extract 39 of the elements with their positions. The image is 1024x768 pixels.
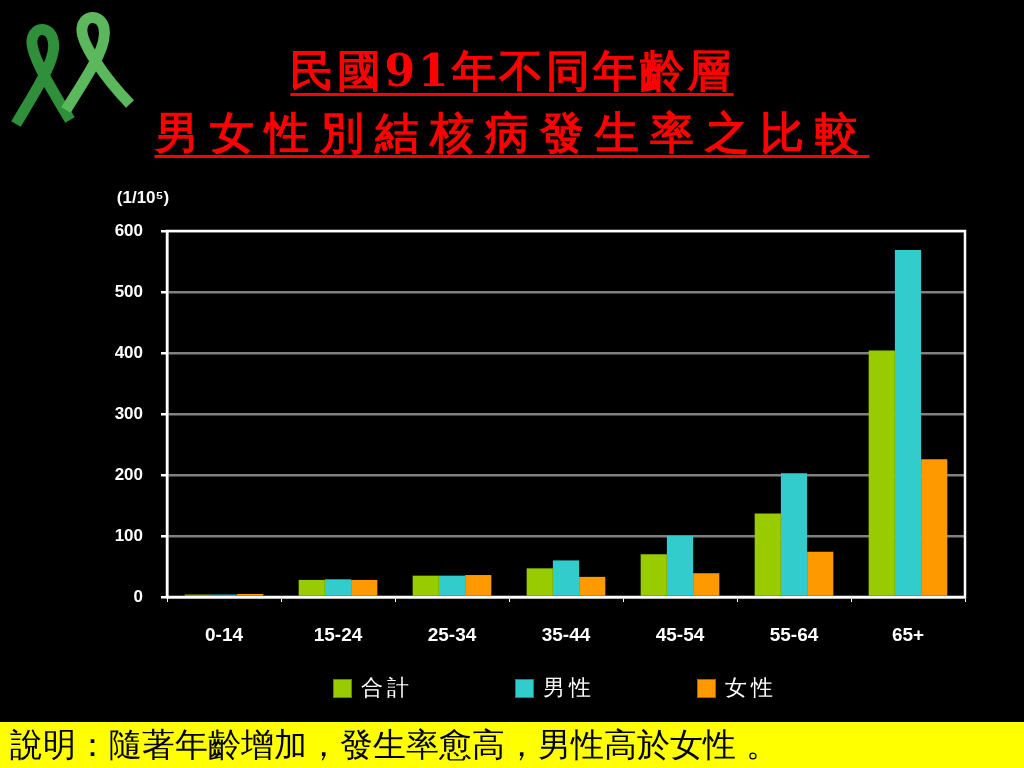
bar	[780, 473, 808, 596]
bar	[351, 579, 378, 596]
x-tick-label: 25-34	[427, 623, 477, 645]
bar	[465, 575, 492, 596]
y-tick-label: 500	[114, 281, 143, 301]
y-tick-label: 300	[114, 403, 143, 423]
bar	[324, 579, 352, 596]
bar	[438, 575, 466, 596]
x-tick-label: 65+	[891, 623, 925, 645]
x-tick-label: 15-24	[313, 623, 363, 645]
bar	[666, 536, 694, 596]
bar	[579, 576, 606, 596]
bar	[894, 249, 922, 596]
bar	[526, 568, 553, 596]
x-tick-label: 0-14	[204, 623, 244, 645]
bar	[807, 551, 834, 596]
legend-label: 男性	[543, 674, 595, 702]
y-tick-label: 100	[114, 525, 143, 545]
chart-title: 民國91年不同年齡層	[290, 45, 734, 96]
x-tick-label: 35-44	[541, 623, 591, 645]
bar	[552, 560, 580, 596]
bar	[693, 573, 720, 596]
bar	[640, 554, 667, 596]
bar	[868, 350, 895, 596]
y-axis-title: (1/10⁵)	[116, 187, 170, 207]
x-tick-label: 55-64	[769, 623, 819, 645]
bar	[754, 513, 781, 596]
y-tick-label: 600	[114, 220, 143, 240]
text: 說明：隨著年齡增加，發生率愈高，男性高於女性 。	[10, 723, 780, 766]
bar	[412, 575, 439, 596]
y-tick-label: 400	[114, 342, 143, 362]
bar	[298, 579, 325, 596]
chart-subtitle: 男女性別結核病發生率之比較	[154, 107, 870, 158]
legend-label: 女性	[725, 674, 777, 702]
x-tick-label: 45-54	[655, 623, 705, 645]
y-tick-label: 0	[133, 586, 143, 606]
bar	[921, 459, 948, 596]
legend-label: 合計	[361, 674, 413, 702]
y-tick-label: 200	[114, 464, 143, 484]
